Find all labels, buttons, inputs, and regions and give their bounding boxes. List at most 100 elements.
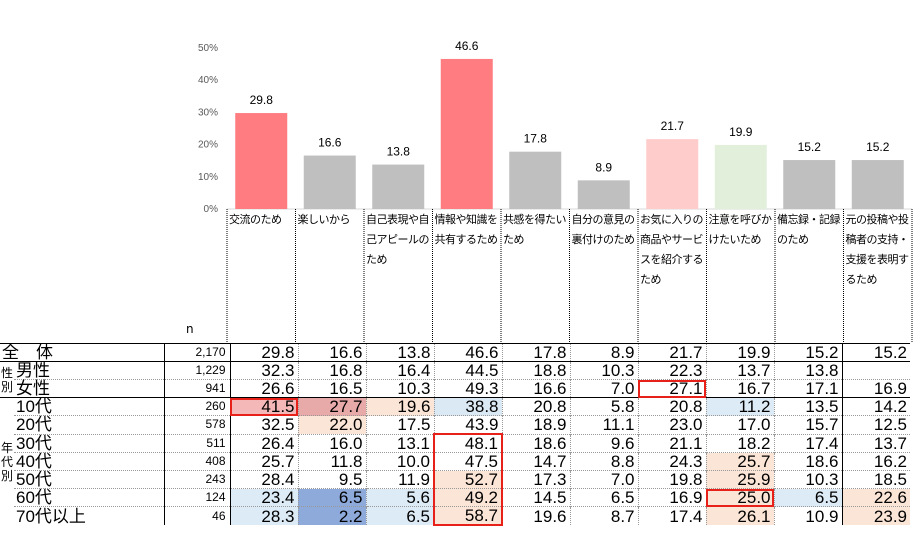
table-cell: 43.9 xyxy=(433,415,502,434)
table-cell: 25.7 xyxy=(705,452,774,471)
table-cell: 14.2 xyxy=(841,397,910,416)
data-label: 8.9 xyxy=(595,160,612,174)
data-label: 15.2 xyxy=(866,140,890,154)
table-cell: 16.6 xyxy=(297,343,366,362)
table-cell: 17.3 xyxy=(501,470,570,489)
category-label: お気に入りの商品やサービスを紹介するため xyxy=(640,213,704,286)
bar xyxy=(303,155,356,209)
table-row: 40代 408 25.7 11.8 10.0 47.5 14.7 8.8 24.3 25.7 18.… xyxy=(0,452,910,471)
table-cell: 13.8 xyxy=(773,361,842,380)
table-row: 60代 124 23.4 6.5 5.6 49.2 14.5 6.5 16.9 25.0 6.5 22… xyxy=(0,488,910,507)
table-cell: 26.4 xyxy=(229,433,298,453)
table-cell: 18.5 xyxy=(841,470,910,489)
row-n: 260 xyxy=(163,397,230,416)
table-cell: 26.1 xyxy=(705,506,774,525)
table-cell: 22.0 xyxy=(297,415,366,434)
table-cell: 38.8 xyxy=(433,397,502,416)
data-label: 19.9 xyxy=(729,125,753,139)
table-cell: 17.0 xyxy=(705,415,774,434)
table-cell: 6.5 xyxy=(365,506,434,525)
table-cell: 16.8 xyxy=(297,361,366,380)
n-header: n xyxy=(186,322,194,336)
table-cell: 7.0 xyxy=(569,379,638,398)
table-cell: 13.5 xyxy=(773,397,842,416)
table-cell: 18.8 xyxy=(501,361,570,380)
table-cell: 9.6 xyxy=(569,433,638,453)
table-cell: 16.7 xyxy=(705,379,774,398)
table-cell: 11.9 xyxy=(365,470,434,489)
table-cell: 32.5 xyxy=(229,415,298,434)
table-cell: 16.4 xyxy=(365,361,434,380)
category-label: 交流のため xyxy=(229,213,282,226)
row-group-label: 全 体 xyxy=(0,343,164,362)
category-label: 元の投稿や投稿者の支持・支援を表明するため xyxy=(845,213,910,286)
table-cell xyxy=(841,361,910,380)
table-cell: 17.4 xyxy=(637,506,706,525)
table-cell: 2.2 xyxy=(297,506,366,525)
table-cell: 18.2 xyxy=(705,433,774,453)
category-label: 注意を呼びかけたいため xyxy=(708,213,773,246)
bar xyxy=(714,144,767,209)
bar xyxy=(235,113,288,209)
table-cell: 7.0 xyxy=(569,470,638,489)
category-label: 自分の意見の裏付けのため xyxy=(571,213,636,246)
table-cell: 27.1 xyxy=(637,379,706,398)
table-cell: 18.9 xyxy=(501,415,570,434)
table-cell: 26.6 xyxy=(229,379,298,398)
table-cell: 23.0 xyxy=(637,415,706,434)
table-cell: 8.8 xyxy=(569,452,638,471)
table-cell: 13.8 xyxy=(365,343,434,362)
table-cell: 10.3 xyxy=(773,470,842,489)
table-cell: 6.5 xyxy=(773,488,842,507)
row-label: 60代 xyxy=(14,488,164,507)
column-dividers xyxy=(226,209,913,343)
row-label: 女性 xyxy=(14,379,164,398)
table-row: 20代 578 32.5 22.0 17.5 43.9 18.9 11.1 23.0 17.0 15… xyxy=(0,415,910,434)
table-cell: 19.6 xyxy=(365,397,434,416)
row-n: 124 xyxy=(163,488,230,507)
table-cell: 49.2 xyxy=(433,488,503,507)
table-cell: 18.6 xyxy=(773,452,842,471)
table-cell: 14.7 xyxy=(501,452,570,471)
bar xyxy=(577,180,630,209)
table-cell: 16.9 xyxy=(841,379,910,398)
table-cell: 23.9 xyxy=(841,506,910,525)
table-cell: 11.8 xyxy=(297,452,366,471)
table-cell: 21.1 xyxy=(637,433,706,453)
row-label: 20代 xyxy=(14,415,164,434)
category-label: 共感を得たいため xyxy=(503,213,567,246)
row-label: 70代以上 xyxy=(14,506,164,525)
table-cell: 12.5 xyxy=(841,415,910,434)
table-cell: 21.7 xyxy=(637,343,706,362)
table-cell: 27.7 xyxy=(297,397,366,416)
table-cell: 25.0 xyxy=(705,488,774,507)
table-cell: 22.6 xyxy=(841,488,910,507)
table-cell: 11.1 xyxy=(569,415,638,434)
table-cell: 49.3 xyxy=(433,379,502,398)
table-cell: 25.9 xyxy=(705,470,774,489)
table-cell: 44.5 xyxy=(433,361,502,380)
row-n: 941 xyxy=(163,379,230,398)
table-cell: 6.5 xyxy=(297,488,366,507)
crosstab-table: 全 体 2,170 29.8 16.6 13.8 46.6 17.8 8.9 21.7 19.9 1… xyxy=(0,343,910,526)
row-label: 男性 xyxy=(14,361,164,380)
table-cell: 13.7 xyxy=(705,361,774,380)
table-row: 性別男性 1,229 32.3 16.8 16.4 44.5 18.8 10.3 22.3 13.… xyxy=(0,361,910,398)
table-cell: 10.9 xyxy=(773,506,842,525)
bar xyxy=(851,160,904,209)
data-label: 17.8 xyxy=(524,132,548,146)
table-cell: 25.7 xyxy=(229,452,298,471)
table-cell: 28.4 xyxy=(229,470,298,489)
table-cell: 23.4 xyxy=(229,488,298,507)
table-cell: 16.5 xyxy=(297,379,366,398)
row-label: 30代 xyxy=(14,433,164,453)
bar xyxy=(509,151,562,209)
table-cell: 8.7 xyxy=(569,506,638,525)
data-label: 15.2 xyxy=(798,140,822,154)
table-cell: 41.5 xyxy=(229,397,298,416)
table-cell: 17.4 xyxy=(773,433,842,453)
row-n: 511 xyxy=(163,433,230,453)
table-cell: 52.7 xyxy=(433,470,503,489)
table-cell: 5.8 xyxy=(569,397,638,416)
